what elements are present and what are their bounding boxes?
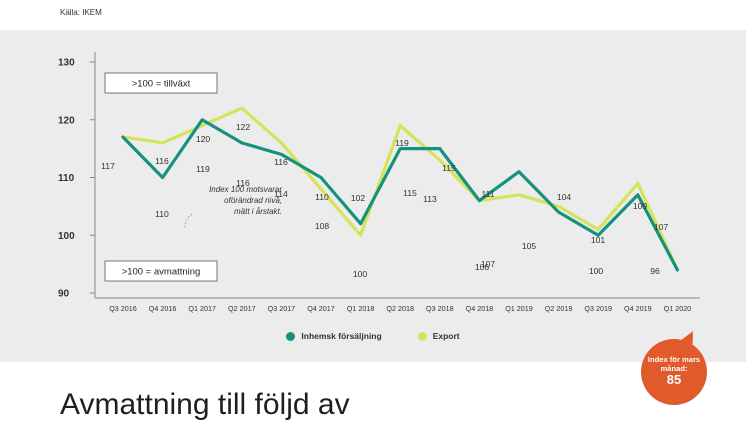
- data-label: 120: [196, 134, 211, 144]
- data-label: 117: [101, 161, 115, 171]
- slowdown-box: [104, 260, 218, 282]
- data-label: 100: [353, 269, 368, 279]
- data-label: 105: [522, 241, 537, 251]
- x-tick-label-8: Q3 2018: [426, 304, 454, 313]
- x-tick-label-11: Q2 2019: [545, 304, 573, 313]
- badge-value: 85: [666, 372, 682, 388]
- data-label: 100: [589, 266, 604, 276]
- x-tick-label-6: Q1 2018: [347, 304, 375, 313]
- chart-panel: 90 100 110 120 130 Q3 2016 Q4 2016 Q1 2017 Q2 20…: [0, 30, 746, 362]
- data-label: 102: [351, 193, 366, 203]
- annotation-text: Index 100 motsvarar oförändrad nivå, mätt …: [209, 185, 282, 216]
- series-line-export: [121, 106, 680, 272]
- annotation-arrow: [184, 213, 193, 229]
- data-label: 96: [650, 266, 660, 276]
- legend-item-export: Export: [417, 331, 460, 341]
- article-headline: Avmattning till följd av: [60, 388, 350, 421]
- data-label: 115: [403, 188, 417, 198]
- x-tick-label-2: Q1 2017: [188, 304, 216, 313]
- legend-label-inhemsk: Inhemsk försäljning: [301, 331, 382, 341]
- legend-swatch-inhemsk: [286, 331, 296, 341]
- growth-box: [104, 72, 218, 94]
- x-tick-label-0: Q3 2016: [109, 304, 137, 313]
- data-label: 119: [395, 138, 409, 148]
- data-label: 110: [315, 192, 329, 202]
- legend-swatch-export: [417, 331, 427, 341]
- march-index-badge: Index för mars månad: 85: [641, 339, 707, 405]
- x-tick-label-4: Q3 2017: [268, 304, 296, 313]
- badge-label: Index för mars månad:: [647, 354, 701, 373]
- chart-legend: Inhemsk försäljning Export: [0, 331, 746, 341]
- data-label: 110: [155, 209, 169, 219]
- y-tick-label-90: 90: [58, 289, 70, 300]
- series-line-inhemsk: [121, 118, 680, 272]
- slowdown-box-text: >100 = avmattning: [122, 267, 201, 278]
- data-label: 107: [481, 259, 496, 269]
- data-label: 106: [475, 262, 490, 272]
- y-tick-label-100: 100: [58, 231, 75, 242]
- data-label: 116: [274, 157, 288, 167]
- y-tick-label-120: 120: [58, 115, 75, 126]
- data-label: 101: [591, 235, 606, 245]
- y-tick-label-130: 130: [58, 58, 75, 69]
- x-tick-label-5: Q4 2017: [307, 304, 335, 313]
- legend-item-inhemsk: Inhemsk försäljning: [286, 331, 382, 341]
- data-label: 114: [274, 189, 288, 199]
- legend-label-export: Export: [432, 331, 460, 341]
- y-tick-label-110: 110: [58, 173, 75, 184]
- data-label: 111: [481, 189, 494, 199]
- x-tick-label-10: Q1 2019: [505, 304, 533, 313]
- line-chart: 90 100 110 120 130 Q3 2016 Q4 2016 Q1 2017 Q2 20…: [58, 52, 700, 313]
- x-tick-label-1: Q4 2016: [149, 304, 177, 313]
- x-tick-label-12: Q3 2019: [584, 304, 612, 313]
- data-label: 116: [236, 178, 250, 188]
- data-label: 109: [633, 201, 648, 211]
- growth-box-text: >100 = tillväxt: [132, 79, 191, 90]
- x-tick-label-13: Q4 2019: [624, 304, 652, 313]
- data-label: 107: [654, 222, 669, 232]
- x-tick-label-14: Q1 2020: [664, 304, 692, 313]
- x-tick-label-9: Q4 2018: [466, 304, 494, 313]
- x-tick-label-7: Q2 2018: [386, 304, 414, 313]
- data-label: 119: [196, 164, 210, 174]
- data-label: 113: [423, 194, 437, 204]
- data-label: 115: [442, 163, 456, 173]
- data-label: 108: [315, 221, 330, 231]
- source-note: Källa: IKEM: [60, 8, 102, 17]
- data-label: 104: [557, 192, 572, 202]
- data-label: 116: [155, 156, 169, 166]
- data-label: 122: [236, 122, 251, 132]
- x-tick-label-3: Q2 2017: [228, 304, 256, 313]
